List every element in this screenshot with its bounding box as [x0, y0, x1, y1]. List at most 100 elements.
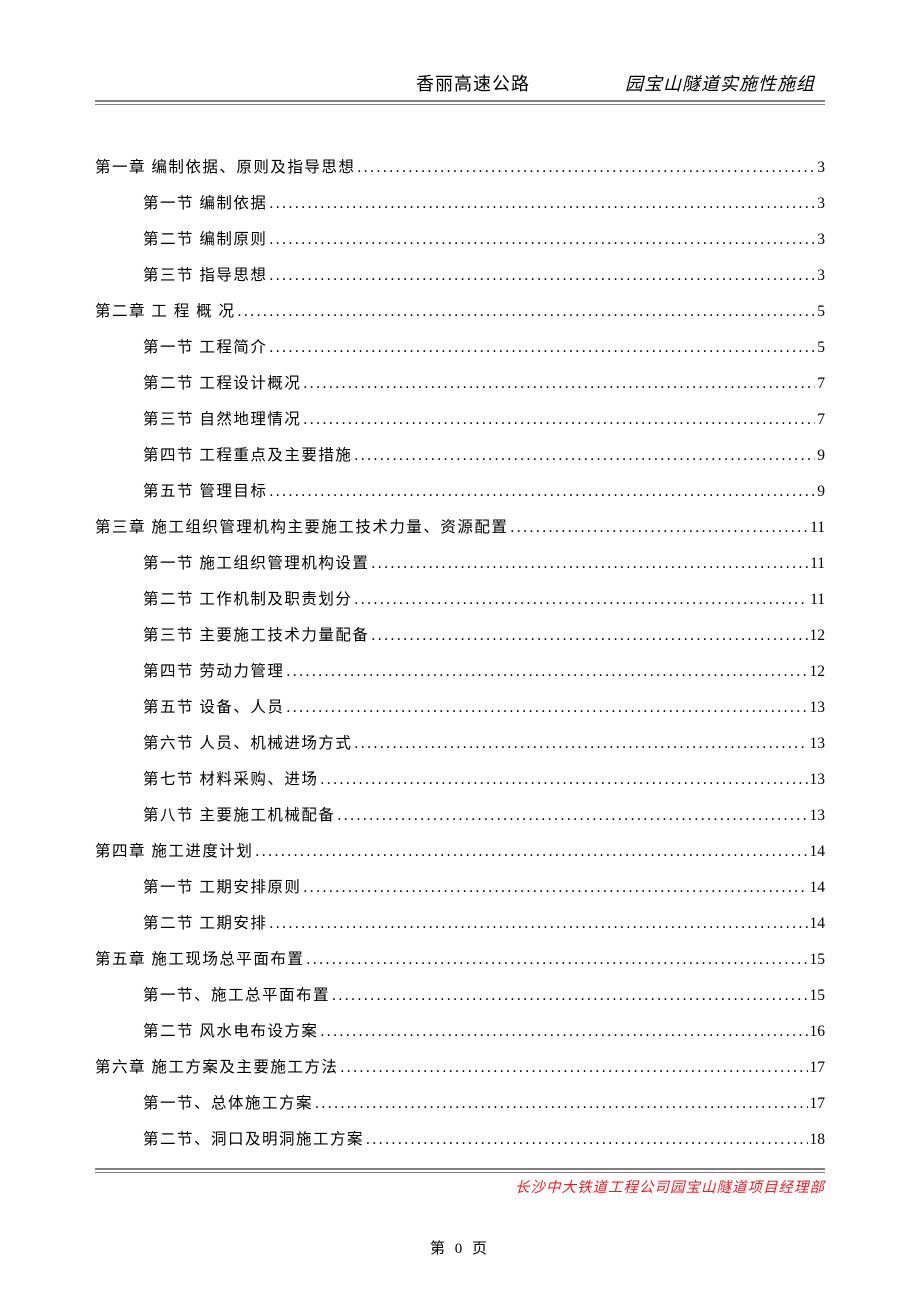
toc-label: 第二节 工作机制及职责划分	[143, 592, 352, 608]
toc-leader-dots	[510, 520, 808, 536]
header-rule	[95, 100, 825, 105]
toc-page-number: 3	[817, 232, 825, 248]
header-right: 园宝山隧道实施性施组	[625, 70, 815, 96]
toc-page-number: 11	[810, 592, 825, 608]
toc-leader-dots	[255, 844, 807, 860]
toc-page-number: 5	[817, 304, 825, 320]
toc-leader-dots	[320, 772, 807, 788]
toc-page-number: 3	[817, 196, 825, 212]
toc-leader-dots	[371, 628, 807, 644]
toc-label: 第三章 施工组织管理机构主要施工技术力量、资源配置	[95, 520, 508, 536]
toc-leader-dots	[315, 1096, 807, 1112]
toc-row: 第五节 设备、人员13	[95, 700, 825, 716]
toc-leader-dots	[269, 196, 815, 212]
toc-page-number: 13	[810, 772, 826, 788]
footer-page-number: 第 0 页	[0, 1237, 920, 1258]
toc-row: 第一节 工期安排原则 14	[95, 880, 825, 896]
toc-row: 第一节、总体施工方案 17	[95, 1096, 825, 1112]
toc-leader-dots	[306, 952, 807, 968]
toc-label: 第二章 工 程 概 况	[95, 304, 236, 320]
toc-page-number: 17	[810, 1096, 826, 1112]
toc-label: 第一节、施工总平面布置	[143, 988, 330, 1004]
toc-page-number: 14	[810, 916, 826, 932]
footer-rule	[95, 1168, 825, 1173]
toc-page-number: 7	[817, 376, 825, 392]
toc-row: 第四节 工程重点及主要措施 9	[95, 448, 825, 464]
toc-label: 第四章 施工进度计划	[95, 844, 253, 860]
toc-label: 第五章 施工现场总平面布置	[95, 952, 304, 968]
toc-leader-dots	[303, 412, 815, 428]
toc-label: 第一节 工程简介	[143, 340, 267, 356]
toc-leader-dots	[269, 484, 815, 500]
toc-label: 第二节 工期安排	[143, 916, 267, 932]
toc-leader-dots	[286, 664, 807, 680]
document-page: 香丽高速公路 园宝山隧道实施性施组 第一章 编制依据、原则及指导思想 3 第一节 编…	[0, 0, 920, 1302]
page-header: 香丽高速公路 园宝山隧道实施性施组	[95, 70, 825, 96]
toc-page-number: 11	[810, 556, 825, 572]
toc-row: 第三节 主要施工技术力量配备 12	[95, 628, 825, 644]
toc-page-number: 7	[817, 412, 825, 428]
table-of-contents: 第一章 编制依据、原则及指导思想3第一节 编制依据3第二节 编制原则3第三节 指…	[95, 160, 825, 1148]
toc-leader-dots	[354, 448, 815, 464]
toc-leader-dots	[303, 376, 815, 392]
toc-row: 第三节 自然地理情况 7	[95, 412, 825, 428]
toc-row: 第七节 材料采购、进场 13	[95, 772, 825, 788]
toc-leader-dots	[269, 268, 815, 284]
toc-label: 第七节 材料采购、进场	[143, 772, 318, 788]
toc-row: 第三节 指导思想 3	[95, 268, 825, 284]
toc-row: 第八节 主要施工机械配备13	[95, 808, 825, 824]
toc-leader-dots	[269, 916, 807, 932]
toc-row: 第二节 风水电布设方案 16	[95, 1024, 825, 1040]
toc-label: 第四节 工程重点及主要措施	[143, 448, 352, 464]
toc-label: 第五节 设备、人员	[143, 700, 284, 716]
toc-label: 第一节、总体施工方案	[143, 1096, 313, 1112]
toc-row: 第一章 编制依据、原则及指导思想 3	[95, 160, 825, 176]
toc-label: 第一章 编制依据、原则及指导思想	[95, 160, 355, 176]
toc-page-number: 5	[817, 340, 825, 356]
toc-row: 第一节 工程简介 5	[95, 340, 825, 356]
toc-label: 第八节 主要施工机械配备	[143, 808, 335, 824]
toc-page-number: 15	[810, 952, 826, 968]
toc-page-number: 11	[810, 520, 825, 536]
toc-row: 第六节 人员、机械进场方式13	[95, 736, 825, 752]
toc-row: 第四章 施工进度计划14	[95, 844, 825, 860]
toc-leader-dots	[366, 1132, 807, 1148]
toc-page-number: 16	[810, 1024, 826, 1040]
toc-leader-dots	[269, 340, 815, 356]
toc-label: 第三节 主要施工技术力量配备	[143, 628, 369, 644]
toc-page-number: 17	[810, 1060, 826, 1076]
toc-row: 第四节 劳动力管理 12	[95, 664, 825, 680]
toc-row: 第二节、洞口及明洞施工方案 18	[95, 1132, 825, 1148]
toc-page-number: 9	[817, 484, 825, 500]
toc-label: 第二节 风水电布设方案	[143, 1024, 318, 1040]
toc-label: 第二节、洞口及明洞施工方案	[143, 1132, 364, 1148]
toc-label: 第一节 工期安排原则	[143, 880, 301, 896]
toc-page-number: 18	[810, 1132, 826, 1148]
toc-label: 第一节 编制依据	[143, 196, 267, 212]
toc-page-number: 3	[817, 160, 825, 176]
toc-leader-dots	[340, 1060, 807, 1076]
toc-row: 第二节 工期安排 14	[95, 916, 825, 932]
toc-leader-dots	[357, 160, 815, 176]
toc-row: 第五章 施工现场总平面布置 15	[95, 952, 825, 968]
toc-label: 第四节 劳动力管理	[143, 664, 284, 680]
toc-leader-dots	[371, 556, 808, 572]
toc-leader-dots	[286, 700, 807, 716]
toc-leader-dots	[320, 1024, 807, 1040]
toc-label: 第三节 指导思想	[143, 268, 267, 284]
toc-leader-dots	[332, 988, 807, 1004]
toc-row: 第一节、施工总平面布置15	[95, 988, 825, 1004]
toc-label: 第一节 施工组织管理机构设置	[143, 556, 369, 572]
toc-label: 第五节 管理目标	[143, 484, 267, 500]
toc-page-number: 3	[817, 268, 825, 284]
toc-leader-dots	[238, 304, 816, 320]
toc-label: 第三节 自然地理情况	[143, 412, 301, 428]
toc-page-number: 14	[810, 880, 826, 896]
toc-row: 第二章 工 程 概 况 5	[95, 304, 825, 320]
toc-page-number: 12	[810, 628, 826, 644]
toc-page-number: 12	[810, 664, 826, 680]
toc-page-number: 13	[810, 736, 826, 752]
toc-page-number: 9	[817, 448, 825, 464]
toc-leader-dots	[337, 808, 807, 824]
toc-label: 第二节 编制原则	[143, 232, 267, 248]
